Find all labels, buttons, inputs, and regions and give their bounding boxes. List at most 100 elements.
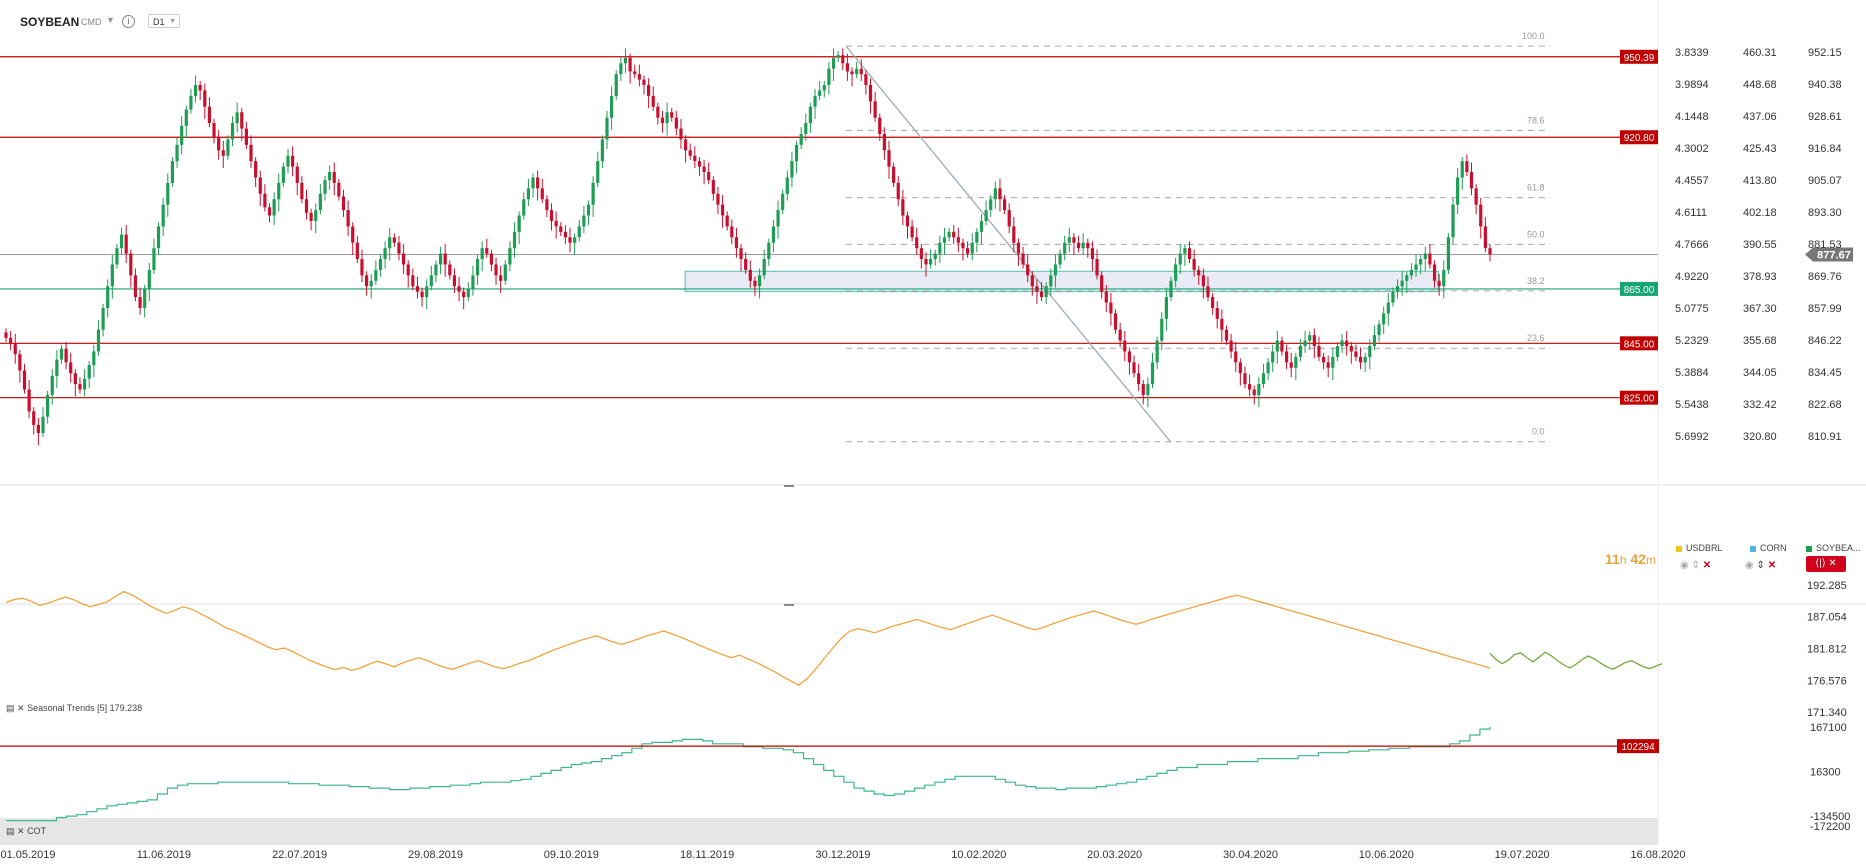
candle-body [13, 343, 17, 355]
close-icon[interactable]: ✕ [1828, 558, 1837, 569]
candle-body [1053, 264, 1058, 276]
candle-body [1150, 362, 1155, 385]
ratio-axis-2-tick: 367.30 [1743, 303, 1777, 315]
ratio-axis-1-tick: 4.4557 [1675, 175, 1709, 187]
current-price-label: 877.67 [1817, 249, 1851, 261]
candle-body [291, 155, 295, 167]
legend-label: USDBRL [1686, 543, 1723, 553]
candle-body [1469, 172, 1474, 189]
eye-icon[interactable]: ◉ [1745, 560, 1754, 571]
candle-body [1451, 204, 1455, 238]
candle-body [466, 288, 470, 298]
timeframe-select[interactable]: D1 ▼ [148, 14, 180, 28]
info-icon[interactable]: i [122, 15, 135, 28]
close-icon[interactable]: ✕ [1767, 560, 1777, 571]
usdbrl-controls[interactable]: ◉ ⇕ ✕ [1680, 560, 1711, 571]
candle-body [979, 220, 984, 232]
cot-indicator-label[interactable]: ▤ ✕ COT [6, 826, 46, 837]
candle-body [277, 182, 281, 200]
candle-body [1488, 248, 1492, 255]
candle-body [711, 180, 715, 194]
x-axis-tick: 11.06.2019 [137, 849, 191, 861]
price-axis-tick: 857.99 [1808, 303, 1842, 315]
candle-body [226, 139, 230, 156]
candle-body [674, 117, 678, 129]
candle-body [540, 188, 544, 200]
seasonal-indicator-label[interactable]: ▤ ✕ Seasonal Trends [5] 179.238 [6, 703, 142, 714]
close-icon[interactable]: ✕ [1702, 560, 1712, 571]
candle-body [457, 286, 461, 292]
candle-body [337, 182, 341, 197]
candle-body [1479, 204, 1483, 227]
candle-body [1215, 307, 1219, 319]
candle-body [725, 215, 729, 227]
legend-corn[interactable]: CORN [1750, 543, 1787, 553]
candle-body [1067, 237, 1071, 243]
ratio-axis-2-tick: 402.18 [1743, 207, 1777, 219]
candle-body [605, 117, 609, 140]
candle-body [300, 182, 304, 200]
price-axis-tick: 905.07 [1808, 175, 1842, 187]
corn-controls[interactable]: ◉ ⇕ ✕ [1745, 560, 1776, 571]
legend-soybean[interactable]: SOYBEA... [1806, 543, 1861, 553]
candle-body [1086, 242, 1090, 249]
ratio-axis-2-tick: 378.93 [1743, 271, 1777, 283]
candle-body [82, 378, 87, 390]
sort-icon[interactable]: ⇕ [1756, 560, 1765, 571]
candle-body [642, 79, 646, 86]
level-tag-label: 865.00 [1624, 285, 1655, 296]
cot-band [0, 818, 1658, 845]
candle-body [351, 226, 355, 243]
candle-body [938, 242, 942, 254]
candle-body [998, 188, 1002, 200]
candle-body [180, 125, 184, 145]
indicator-settings-icon[interactable]: ▤ ✕ [6, 826, 25, 836]
candle-body [1137, 373, 1141, 385]
candle-body [203, 90, 207, 107]
candle-body [512, 231, 517, 249]
candle-body [1257, 384, 1261, 395]
cot-line [6, 727, 1491, 822]
candle-body [813, 95, 817, 107]
candle-body [845, 63, 849, 72]
candle-body [559, 226, 563, 232]
candle-body [96, 329, 101, 352]
candle-body [147, 269, 151, 289]
candle-body [1363, 356, 1367, 363]
sort-icon[interactable]: ⇕ [1691, 560, 1700, 571]
candle-body [397, 242, 401, 254]
candle-body [531, 177, 535, 189]
candle-body [110, 264, 114, 287]
candle-body [1294, 356, 1298, 368]
legend-usdbrl[interactable]: USDBRL [1676, 543, 1723, 553]
candle-body [1432, 264, 1437, 281]
cot-axis-tick: 16300 [1810, 767, 1841, 779]
candle-body [78, 384, 82, 390]
candle-body [744, 259, 748, 270]
candle-body [688, 150, 692, 156]
candle-body [660, 117, 665, 124]
candle-body [596, 161, 600, 183]
candle-body [166, 182, 170, 205]
candle-body [235, 112, 239, 124]
ratio-axis-1-tick: 4.3002 [1675, 143, 1709, 155]
x-axis-tick: 10.02.2020 [951, 849, 1006, 861]
eye-icon[interactable]: ◉ [1680, 560, 1689, 571]
candle-body [1164, 297, 1168, 319]
candle-body [1026, 264, 1030, 276]
symbol-label[interactable]: SOYBEAN [20, 15, 80, 29]
chevron-down-icon[interactable]: ▼ [106, 15, 115, 25]
indicator-settings-icon[interactable]: ▤ ✕ [6, 703, 25, 713]
soybean-controls[interactable]: ⟨|⟩ ✕ [1806, 556, 1846, 572]
candle-body [771, 226, 776, 243]
candle-body [281, 166, 285, 183]
cot-axis-tick: -134500 [1810, 811, 1850, 823]
candle-body [22, 370, 27, 390]
candle-body [794, 144, 799, 162]
settings-icon[interactable]: ⟨|⟩ [1815, 558, 1826, 569]
candle-body [503, 264, 507, 281]
candle-body [1104, 291, 1108, 303]
candle-body [411, 275, 415, 287]
candle-body [1243, 373, 1247, 385]
